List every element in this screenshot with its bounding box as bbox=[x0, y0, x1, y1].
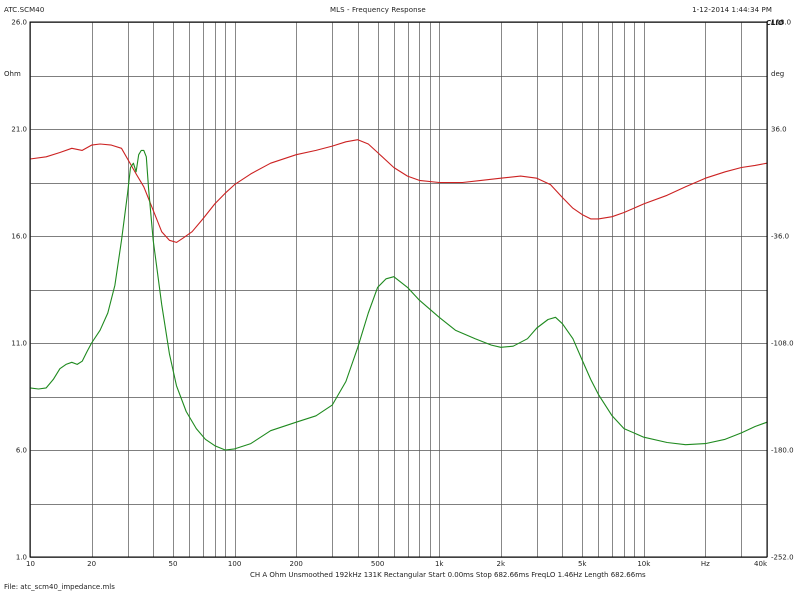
x-tick-label: 2k bbox=[497, 560, 506, 568]
plot-background bbox=[30, 22, 767, 557]
series-line-1 bbox=[29, 139, 768, 243]
chart-title: MLS - Frequency Response bbox=[330, 6, 426, 14]
y2-tick-label: -180.0 bbox=[771, 447, 794, 455]
header-left: ATC.SCM40 bbox=[4, 6, 45, 14]
x-tick-label: 500 bbox=[371, 560, 384, 568]
x-tick-label: 1k bbox=[435, 560, 444, 568]
axis-ticks: 10 20 50 100 200 500 1k 2k 5k 10k Hz 40k 26.0 21.0 16.… bbox=[11, 19, 793, 569]
y-tick-label: 21.0 bbox=[11, 126, 27, 134]
series-line-2 bbox=[29, 149, 768, 451]
y2-axis-label: deg bbox=[771, 70, 784, 78]
y-tick-label: 1.0 bbox=[16, 554, 27, 562]
header-timestamp: 1-12-2014 1:44:34 PM bbox=[692, 6, 772, 14]
grid bbox=[30, 22, 768, 558]
y2-tick-label: 36.0 bbox=[771, 126, 787, 134]
y-tick-label: 6.0 bbox=[16, 447, 27, 455]
x-tick-label: 100 bbox=[228, 560, 241, 568]
y-tick-label: 16.0 bbox=[11, 233, 27, 241]
x-tick-label: 5k bbox=[578, 560, 587, 568]
x-tick-label: 50 bbox=[169, 560, 178, 568]
series bbox=[29, 139, 768, 451]
y2-tick-label: 108.0 bbox=[771, 19, 791, 27]
file-name: File: atc_scm40_impedance.mls bbox=[4, 583, 115, 591]
x-tick-label: Hz bbox=[701, 560, 710, 568]
x-tick-label: 10 bbox=[26, 560, 35, 568]
measurement-params: CH A Ohm Unsmoothed 192kHz 131K Rectangu… bbox=[250, 571, 646, 579]
x-tick-label: 20 bbox=[87, 560, 96, 568]
y-tick-label: 26.0 bbox=[11, 19, 27, 27]
x-tick-label: 40k bbox=[754, 560, 768, 568]
y-tick-label: 11.0 bbox=[11, 340, 27, 348]
y2-tick-label: -36.0 bbox=[771, 233, 789, 241]
x-tick-label: 200 bbox=[290, 560, 303, 568]
y2-tick-label: -252.0 bbox=[771, 554, 794, 562]
x-tick-label: 10k bbox=[637, 560, 651, 568]
y-axis-label: Ohm bbox=[4, 70, 21, 78]
y2-tick-label: -108.0 bbox=[771, 340, 794, 348]
plot-frame bbox=[29, 21, 768, 558]
clio-logo: CLIO bbox=[765, 19, 784, 27]
